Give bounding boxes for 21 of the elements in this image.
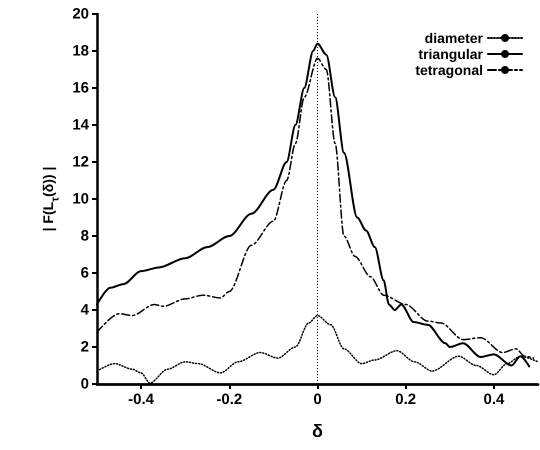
y-tick-label: 10 — [72, 190, 89, 208]
x-axis-title: δ — [312, 421, 324, 441]
y-tick-label: 12 — [72, 154, 89, 170]
y-tick-label: 0 — [80, 376, 89, 392]
y-tick-label: 2 — [80, 338, 89, 356]
legend-label: diameter — [424, 30, 484, 46]
legend-label: tetragonal — [415, 62, 483, 78]
y-tick-label: 4 — [80, 302, 90, 318]
y-tick-label: 8 — [80, 228, 89, 244]
x-tick-label: 0.4 — [483, 391, 505, 408]
y-tick-label: 18 — [72, 42, 89, 60]
x-tick-label: -0.2 — [216, 391, 242, 408]
y-tick-label: 14 — [72, 116, 90, 134]
legend-label: triangular — [418, 46, 484, 62]
y-tick-label: 16 — [72, 80, 89, 96]
x-tick-label: -0.4 — [128, 391, 155, 408]
y-tick-label: 20 — [72, 6, 89, 22]
x-tick-label: 0 — [313, 391, 322, 408]
y-tick-label: 6 — [80, 264, 89, 282]
y-axis-title: | F(Lτ(δ)) | — [40, 166, 62, 232]
x-tick-label: 0.2 — [395, 391, 416, 408]
